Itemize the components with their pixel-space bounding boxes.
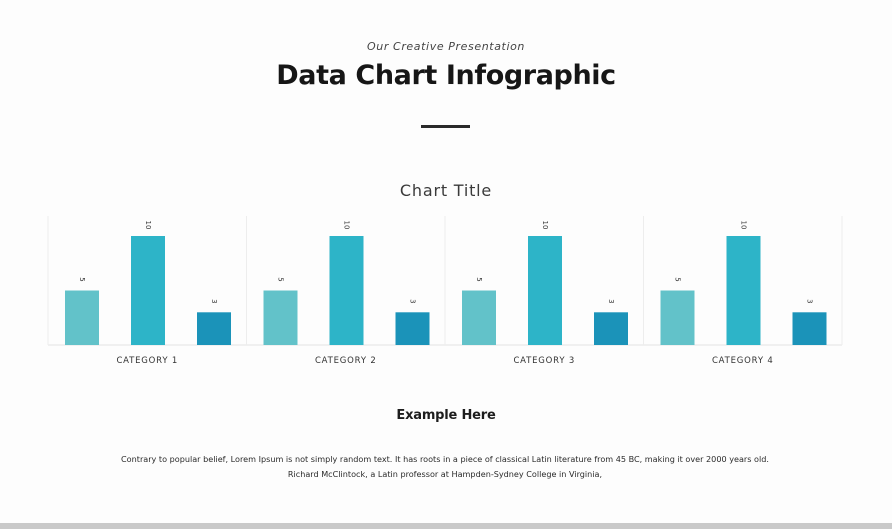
bar-data-label: 5: [78, 277, 86, 281]
bar-data-label: 3: [806, 299, 814, 303]
chart-data-labels: 5 10 3 5 10 3 5 10 3 5 10 3: [78, 221, 814, 304]
bar-data-label: 3: [607, 299, 615, 303]
chart-bar: [197, 312, 231, 345]
category-label: CATEGORY 2: [315, 356, 377, 366]
bar-data-label: 10: [144, 221, 152, 230]
chart-bar: [726, 236, 761, 345]
chart-bar: [65, 290, 99, 345]
bar-data-label: 5: [674, 277, 682, 281]
chart-bar: [329, 236, 364, 345]
bar-data-label: 5: [475, 277, 483, 281]
chart-bars: [65, 236, 827, 345]
chart-bar: [660, 290, 695, 345]
category-label: CATEGORY 3: [513, 356, 575, 366]
chart-bar: [395, 312, 430, 345]
category-label: CATEGORY 4: [712, 356, 774, 366]
chart-bar: [594, 312, 628, 345]
title-divider: [421, 125, 470, 128]
chart-bar: [263, 290, 298, 345]
chart-title: Chart Title: [399, 181, 493, 200]
body-paragraph: Contrary to popular belief, Lorem Ipsum …: [121, 454, 769, 479]
section-heading: Example Here: [396, 408, 496, 423]
bar-data-label: 10: [343, 221, 351, 230]
page-title: Data Chart Infographic: [276, 60, 616, 91]
chart-frame: [47, 216, 843, 346]
bar-data-label: 10: [740, 221, 748, 230]
chart-category-labels: CATEGORY 1 CATEGORY 2 CATEGORY 3 CATEGORY 4: [116, 356, 774, 366]
bar-data-label: 3: [210, 299, 218, 303]
bar-data-label: 10: [541, 221, 549, 230]
chart-bar: [462, 290, 496, 345]
bar-data-label: 5: [277, 277, 285, 281]
category-label: CATEGORY 1: [116, 356, 178, 366]
chart-bar: [528, 236, 562, 345]
chart-bar: [792, 312, 827, 345]
bar-data-label: 3: [409, 299, 417, 303]
chart-bar: [131, 236, 165, 345]
presentation-subtitle: Our Creative Presentation: [366, 40, 526, 53]
